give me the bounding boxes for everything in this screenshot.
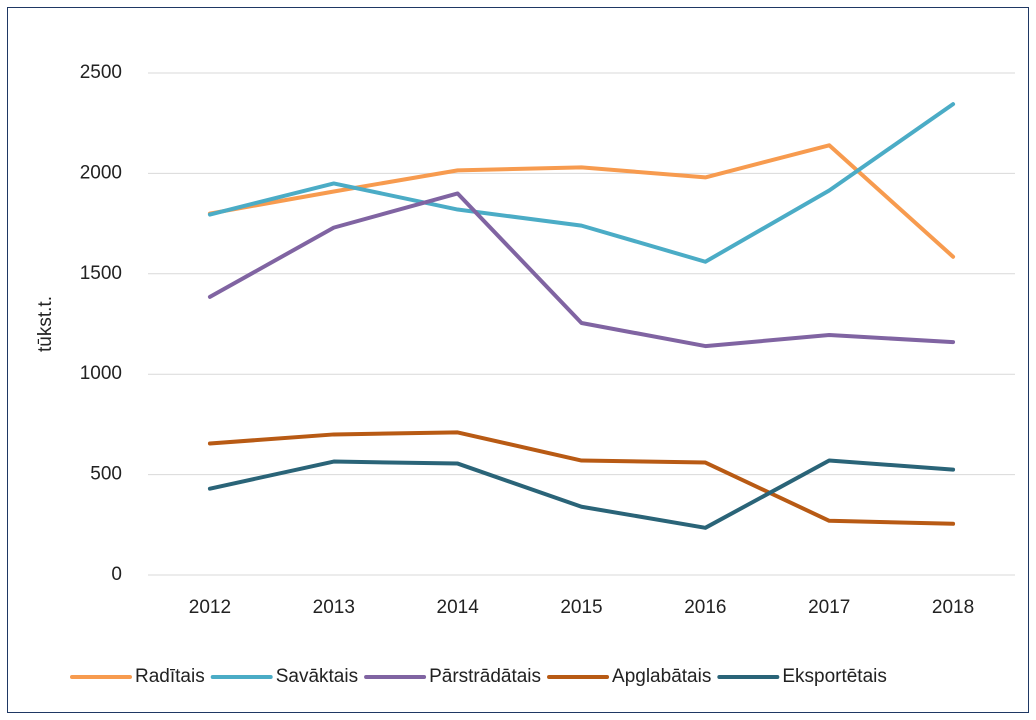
legend-label: Pārstrādātais (429, 666, 541, 687)
x-tick-label: 2012 (189, 597, 231, 618)
series-line (207, 191, 956, 349)
series-line (207, 143, 956, 259)
legend-label: Radītais (135, 666, 205, 687)
x-tick-label: 2013 (313, 597, 355, 618)
y-tick-label: 1000 (80, 363, 122, 384)
series-line (207, 430, 956, 526)
y-axis-label: tūkst.t. (35, 296, 56, 352)
y-tick-label: 2000 (80, 162, 122, 183)
series-line (207, 458, 956, 530)
y-tick-label: 500 (90, 464, 122, 485)
legend-label: Eksportētais (782, 666, 887, 687)
series-line (207, 102, 956, 264)
y-tick-label: 0 (111, 564, 122, 585)
legend-label: Savāktais (276, 666, 358, 687)
x-tick-label: 2018 (932, 597, 974, 618)
x-tick-label: 2014 (437, 597, 480, 618)
y-tick-label: 2500 (80, 62, 122, 83)
y-tick-label: 1500 (80, 263, 122, 284)
x-tick-label: 2015 (560, 597, 602, 618)
chart-frame (7, 7, 1029, 713)
x-tick-label: 2016 (684, 597, 726, 618)
x-tick-label: 2017 (808, 597, 850, 618)
legend-label: Apglabātais (612, 666, 711, 687)
